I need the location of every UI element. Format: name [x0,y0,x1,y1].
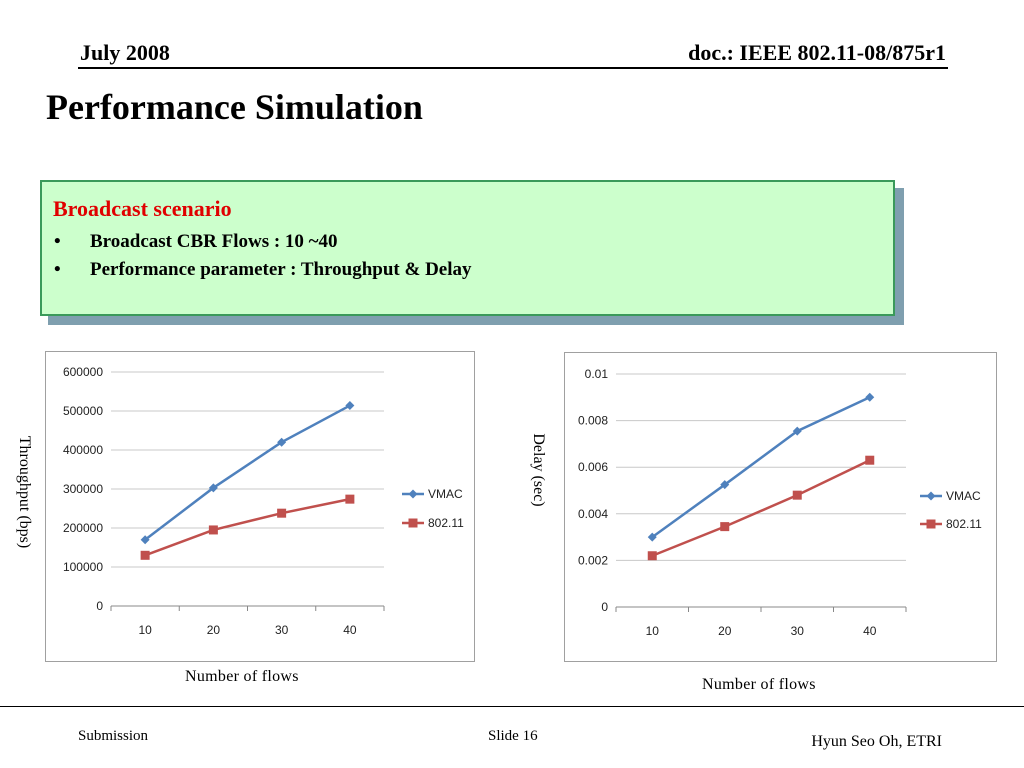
header-rule [78,67,948,69]
bullet-item: • Performance parameter : Throughput & De… [54,259,472,281]
delay-data-point [647,532,657,542]
delay-x-tick-label: 10 [646,624,660,638]
bullet-text: Broadcast CBR Flows : 10 ~40 [90,231,338,252]
delay-data-point [792,490,802,500]
delay-chart-frame: 0 0.002 0.004 0.006 0.008 0.01 10 20 30 40 VMAC 802… [564,352,997,662]
delay-series-line-80211 [651,459,871,557]
throughput-data-point [208,525,218,535]
throughput-y-tick-label: 300000 [63,482,103,496]
throughput-y-axis-label: Throughput (bps) [16,435,33,549]
delay-y-tick-label: 0.01 [585,367,609,381]
throughput-legend-label: 802.11 [428,516,464,530]
throughput-y-tick-label: 500000 [63,404,103,418]
bullet-dot: • [54,259,61,280]
throughput-data-point [140,535,150,545]
delay-data-point [792,426,802,436]
throughput-legend-marker [408,518,418,528]
throughput-series-line-vmac [144,404,351,541]
info-box: Broadcast scenario • Broadcast CBR Flows … [40,180,895,316]
delay-legend-label: 802.11 [946,517,982,531]
throughput-y-tick-label: 0 [96,599,103,613]
delay-legend-label: VMAC [946,489,981,503]
throughput-chart: 0 100000 200000 300000 400000 500000 600000 10 2… [63,365,464,637]
footer-author: Hyun Seo Oh, ETRI [811,733,942,750]
throughput-x-axis-label: Number of flows [185,668,299,685]
slide-title: Performance Simulation [46,87,423,127]
throughput-y-tick-label: 400000 [63,443,103,457]
throughput-x-tick-label: 40 [343,623,357,637]
footer-submission: Submission [78,728,149,744]
delay-y-axis-label: Delay (sec) [530,433,547,507]
throughput-x-tick-label: 20 [207,623,221,637]
throughput-legend-marker [408,489,418,499]
delay-legend-marker [926,491,936,501]
throughput-series-line-80211 [144,497,351,557]
delay-y-tick-label: 0 [601,600,608,614]
throughput-data-point [345,401,355,411]
delay-data-point [865,455,875,465]
throughput-legend-label: VMAC [428,487,463,501]
throughput-data-point [277,508,287,518]
delay-legend-marker [926,519,936,529]
throughput-x-tick-label: 10 [138,623,152,637]
delay-chart: 0 0.002 0.004 0.006 0.008 0.01 10 20 30 40 VMAC 802… [578,367,982,638]
bullet-text: Performance parameter : Throughput & Del… [90,259,472,280]
delay-y-tick-label: 0.004 [578,507,608,521]
bullet-dot: • [54,231,61,252]
throughput-y-tick-label: 200000 [63,521,103,535]
delay-data-point [720,522,730,532]
delay-x-tick-label: 30 [791,624,805,638]
delay-y-tick-label: 0.002 [578,553,608,567]
info-box-heading: Broadcast scenario [53,196,232,221]
throughput-data-point [140,550,150,560]
delay-data-point [720,480,730,490]
bullet-item: • Broadcast CBR Flows : 10 ~40 [54,231,338,253]
delay-x-tick-label: 40 [863,624,877,638]
throughput-data-point [345,494,355,504]
throughput-data-point [277,437,287,447]
throughput-chart-frame: 0 100000 200000 300000 400000 500000 600000 10 2… [45,351,475,662]
delay-data-point [865,392,875,402]
header-date: July 2008 [80,40,170,65]
throughput-y-tick-label: 600000 [63,365,103,379]
delay-data-point [647,551,657,561]
header-doc-id: doc.: IEEE 802.11-08/875r1 [688,40,946,65]
throughput-x-tick-label: 30 [275,623,289,637]
delay-y-tick-label: 0.008 [578,414,608,428]
delay-x-tick-label: 20 [718,624,732,638]
throughput-data-point [208,483,218,493]
delay-x-axis-label: Number of flows [702,676,816,693]
throughput-y-tick-label: 100000 [63,560,103,574]
footer-rule [0,706,1024,707]
footer-slide-number: Slide 16 [488,728,538,744]
delay-y-tick-label: 0.006 [578,460,608,474]
delay-series-line-vmac [651,396,871,539]
